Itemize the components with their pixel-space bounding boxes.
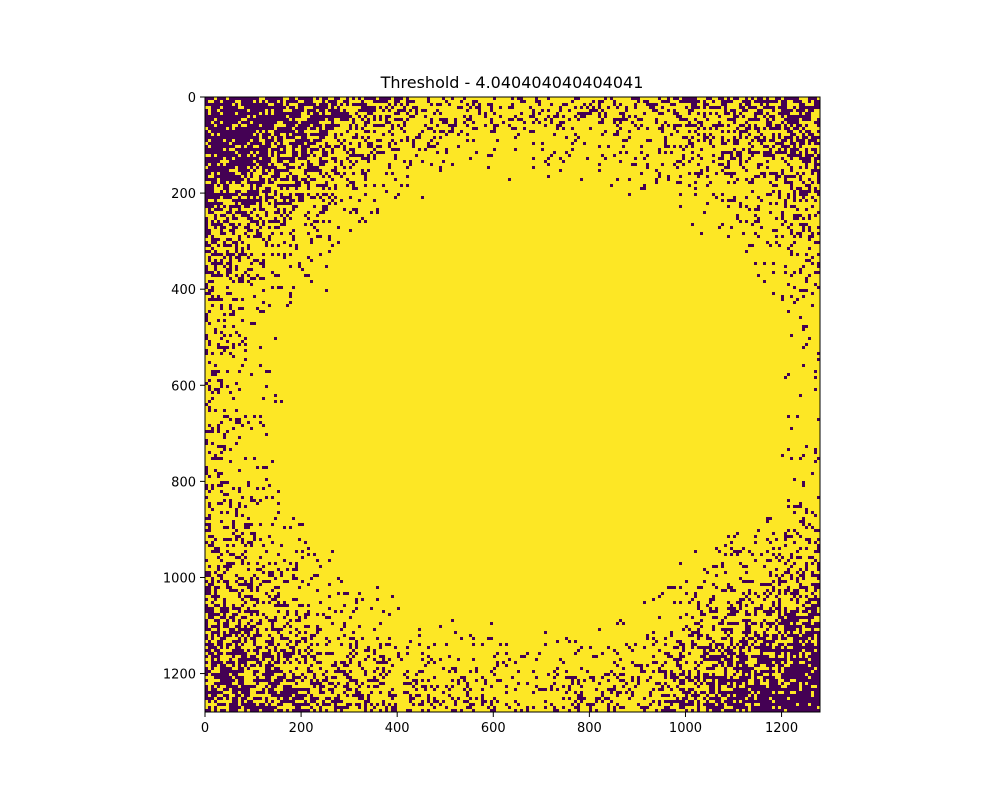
- plot-frame: [204, 96, 821, 713]
- y-tick-label: 800: [171, 475, 196, 490]
- y-tick-label: 400: [171, 283, 196, 298]
- heatmap-speckle-layer: [205, 97, 820, 712]
- x-axis: 0 200 400 600 800 1000 1200: [201, 712, 798, 736]
- x-tick-label: 400: [385, 721, 410, 736]
- x-tick-label: 1200: [765, 721, 798, 736]
- x-tick-label: 600: [481, 721, 506, 736]
- x-tick-label: 800: [577, 721, 602, 736]
- x-tick-label: 1000: [669, 721, 702, 736]
- y-axis: 0 200 400 600 800 1000 1200: [163, 91, 205, 683]
- x-tick-label: 0: [201, 721, 209, 736]
- heatmap-low-value-pixels: [205, 97, 820, 712]
- x-tick-label: 200: [289, 721, 314, 736]
- chart-title: Threshold - 4.040404040404041: [380, 73, 644, 92]
- y-tick-label: 600: [171, 379, 196, 394]
- y-tick-label: 1000: [163, 571, 196, 586]
- plot-area: [204, 96, 821, 713]
- y-tick-label: 0: [188, 91, 196, 106]
- y-tick-label: 1200: [163, 668, 196, 683]
- y-tick-label: 200: [171, 187, 196, 202]
